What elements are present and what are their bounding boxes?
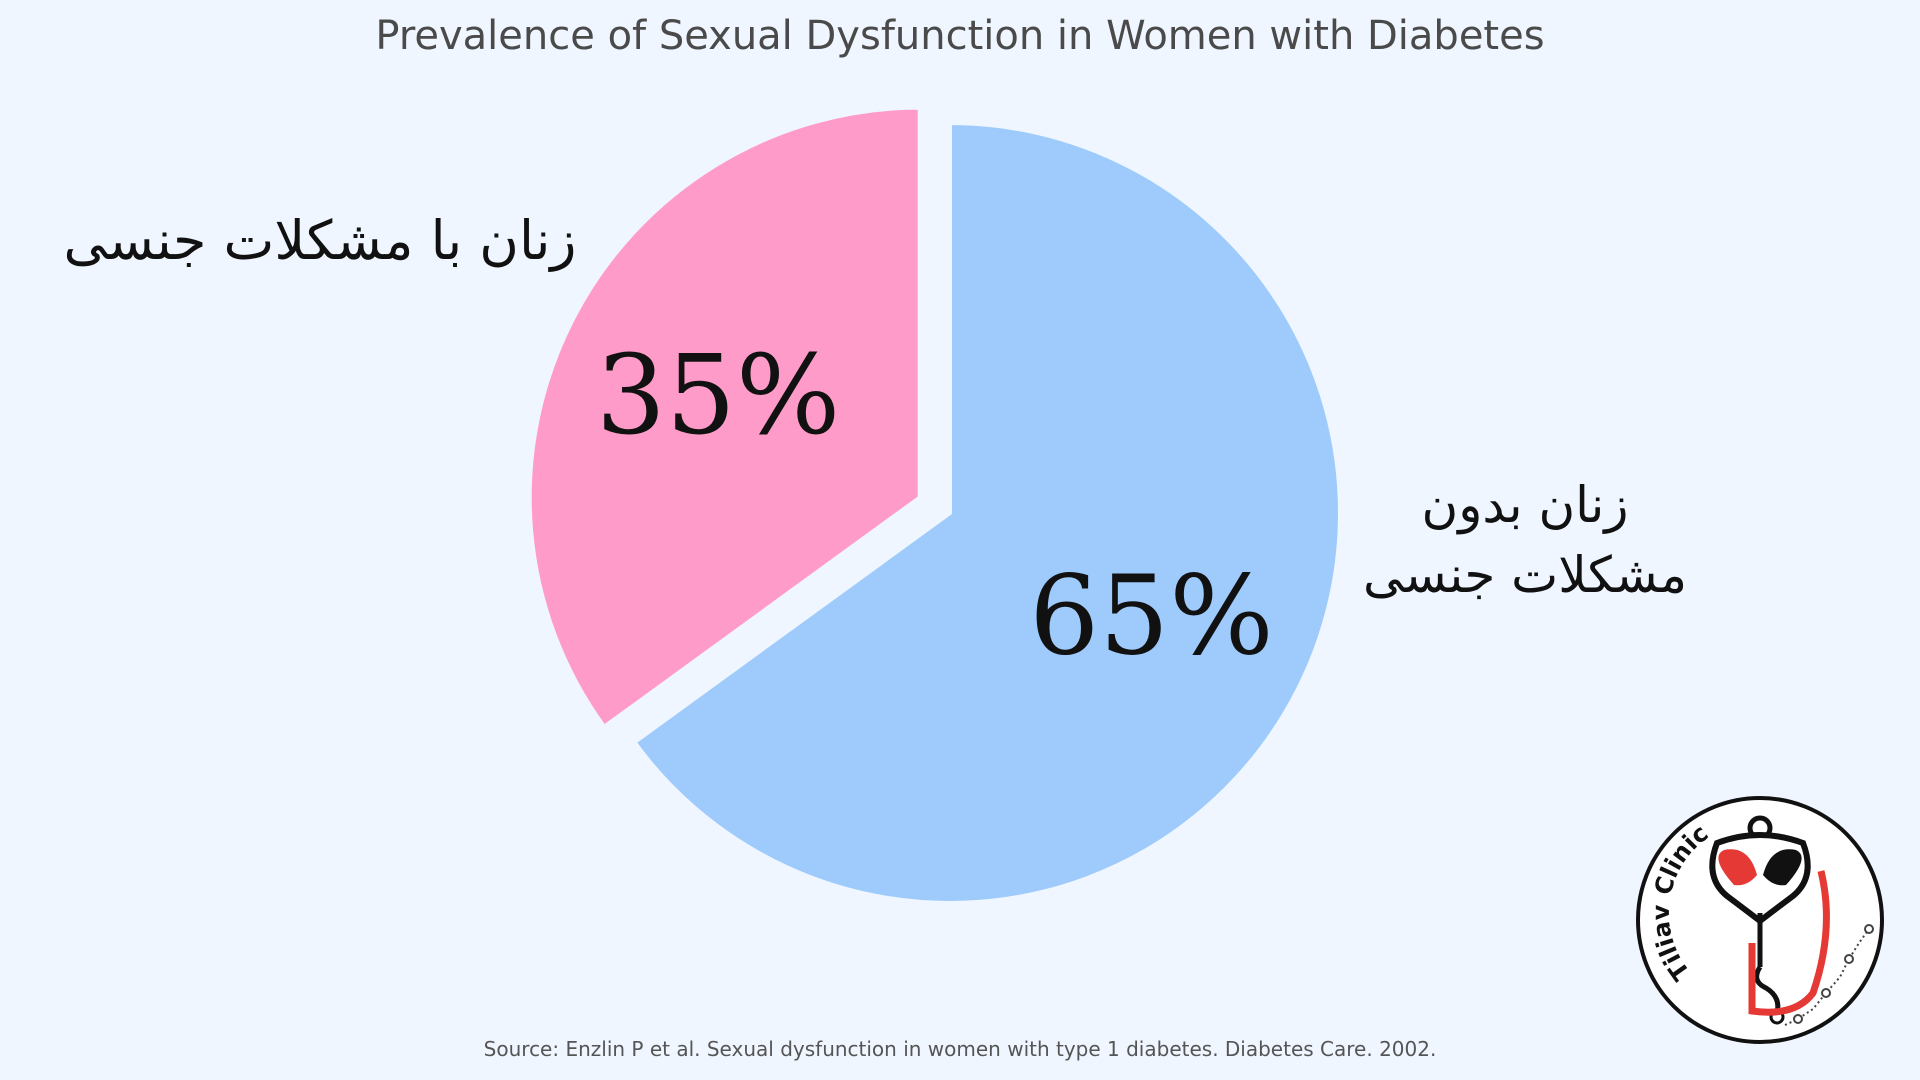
pie-value-label-without: 65% [1029,552,1274,680]
pie-value-label-with: 35% [596,331,841,459]
pie-slice-without [631,120,1342,905]
pie-label-without: زنان بدون مشکلات جنسی [1362,476,1688,604]
pie-slices [527,105,1342,905]
clinic-logo: Tiliav Clinic [1636,796,1884,1044]
chart-title: Prevalence of Sexual Dysfunction in Wome… [375,13,1545,59]
pie-label-with: زنان با مشکلات جنسی [63,209,577,272]
pie-slice-with [527,105,922,730]
source-note: Source: Enzlin P et al. Sexual dysfuncti… [483,1037,1437,1061]
heart-leaf-stethoscope-icon [1709,815,1874,1026]
